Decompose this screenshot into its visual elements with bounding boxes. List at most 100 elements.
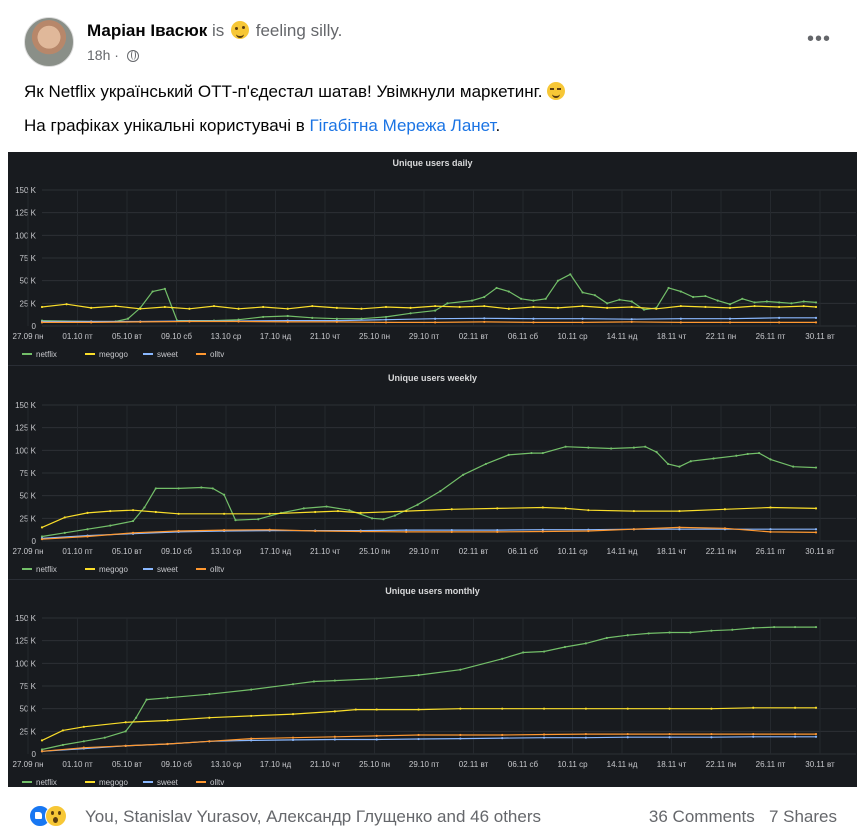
data-point-megogo [655,307,658,310]
dashboard-image[interactable]: Unique users daily 0 25 K 50 K 75 K 100 K 125… [8,152,857,787]
data-point-megogo [728,306,732,309]
data-point-netflix [484,462,488,466]
data-point-netflix [765,300,768,303]
data-point-megogo [311,304,314,308]
post-header: Маріан Івасюк is feeling silly. 18h · ••… [24,17,844,67]
data-point-sweet [459,737,462,740]
page-mention-link[interactable]: Гігабітна Мережа Ланет [309,116,496,135]
data-point-netflix [569,273,572,276]
data-point-megogo [131,509,135,512]
data-point-megogo [65,303,68,306]
series-line-netflix [41,273,817,323]
legend-label-netflix: netflix [36,778,57,787]
legend-label-olltv: olltv [210,565,224,574]
author-avatar[interactable] [24,17,74,67]
data-point-sweet [384,318,388,321]
data-point-megogo [626,707,629,710]
x-tick-label: 17.10 нд [260,332,292,341]
legend-swatch-netflix [22,568,32,570]
data-point-sweet [434,317,437,320]
reactions-summary[interactable]: You, Stanislav Yurasov, Александр Глущен… [85,807,542,826]
data-point-olltv [632,528,635,531]
data-point-netflix [200,486,203,489]
globe-icon[interactable] [126,50,139,62]
data-point-netflix [234,519,237,522]
data-point-netflix [312,680,316,683]
data-point-olltv [450,530,453,534]
data-point-olltv [86,535,89,538]
data-point-netflix [462,473,465,476]
x-tick-label: 02.11 вт [459,332,489,341]
data-point-megogo [223,512,226,515]
data-point-olltv [814,732,818,736]
data-point-megogo [723,508,727,511]
data-point-netflix [262,315,265,319]
shares-count-link[interactable]: 7 Shares [768,807,837,826]
data-point-netflix [542,650,546,653]
y-tick-label: 100 K [15,231,37,240]
data-point-sweet [668,736,671,739]
author-name[interactable]: Маріан Івасюк [87,21,208,40]
data-point-olltv [124,744,127,747]
data-point-sweet [679,317,682,320]
data-point-netflix [814,625,818,629]
data-point-netflix [522,651,525,654]
data-point-netflix [689,460,692,463]
wink-emoji-icon [546,82,565,100]
data-point-olltv [584,732,587,736]
data-point-netflix [335,317,338,320]
data-point-olltv [286,320,289,324]
data-point-olltv [40,750,44,753]
data-point-olltv [752,732,755,736]
data-point-olltv [723,527,727,530]
data-point-netflix [618,298,621,301]
more-options-button[interactable]: ••• [806,28,831,50]
data-point-olltv [237,320,240,323]
y-tick-label: 125 K [15,209,37,218]
data-point-netflix [507,453,510,456]
data-point-netflix [814,466,818,469]
data-point-netflix [564,445,567,448]
data-point-sweet [483,317,486,320]
data-point-megogo [587,509,590,512]
legend-swatch-sweet [143,781,153,783]
data-point-netflix [644,445,647,448]
data-point-megogo [291,713,295,716]
data-point-olltv [40,321,44,324]
data-point-olltv [90,321,93,324]
x-tick-label: 05.10 вт [112,332,142,341]
data-point-megogo [335,306,338,309]
data-point-netflix [103,736,106,739]
data-point-netflix [704,294,707,298]
series-line-netflix [41,626,816,751]
data-point-netflix [679,290,682,293]
data-point-sweet [584,736,587,739]
reaction-icons[interactable] [29,805,79,827]
x-tick-label: 05.10 вт [112,547,142,556]
data-point-netflix [501,657,504,660]
data-point-sweet [778,316,781,319]
data-point-megogo [814,305,818,309]
data-point-sweet [532,317,535,320]
chart-panel-weekly: Unique users weekly 0 25 K 50 K 75 K 100 K 12… [8,367,857,579]
data-point-netflix [145,698,148,701]
data-point-olltv [814,321,818,324]
y-tick-label: 0 [32,322,37,331]
x-tick-label: 29.10 пт [409,332,440,341]
data-point-netflix [382,518,385,521]
data-point-netflix [581,291,584,294]
series-line-olltv [41,526,817,540]
legend-swatch-sweet [143,353,153,355]
data-point-netflix [131,519,135,523]
comments-count-link[interactable]: 36 Comments [648,807,755,826]
data-point-olltv [793,732,797,736]
data-point-megogo [793,706,797,709]
is-text: is [212,21,225,40]
data-point-sweet [405,529,408,532]
data-point-olltv [291,736,295,739]
feeling-text[interactable]: feeling silly. [255,21,343,40]
post-time[interactable]: 18h [87,47,111,63]
data-point-netflix [459,668,462,671]
